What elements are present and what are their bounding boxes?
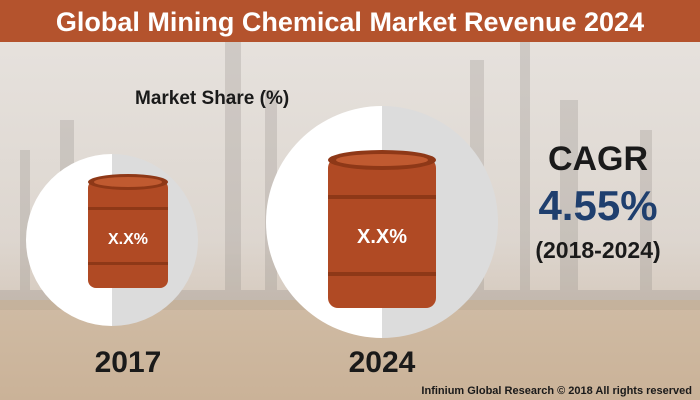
barrel-2017: X.X% xyxy=(88,174,168,288)
year: 2024 xyxy=(349,346,416,379)
subtitle: Market Share (%) xyxy=(135,88,289,109)
year: 2017 xyxy=(95,346,162,379)
cagr-value: 4.55% xyxy=(538,182,657,229)
barrel-label: X.X% xyxy=(357,226,407,248)
cagr-label: CAGR xyxy=(548,140,648,178)
barrel-2024: X.X% xyxy=(328,150,436,308)
barrel-label: X.X% xyxy=(108,231,148,248)
footer: Infinium Global Research © 2018 All righ… xyxy=(421,385,692,397)
header-band xyxy=(0,0,700,42)
cagr-period: (2018-2024) xyxy=(535,237,660,263)
title: Global Mining Chemical Market Revenue 20… xyxy=(56,7,644,37)
